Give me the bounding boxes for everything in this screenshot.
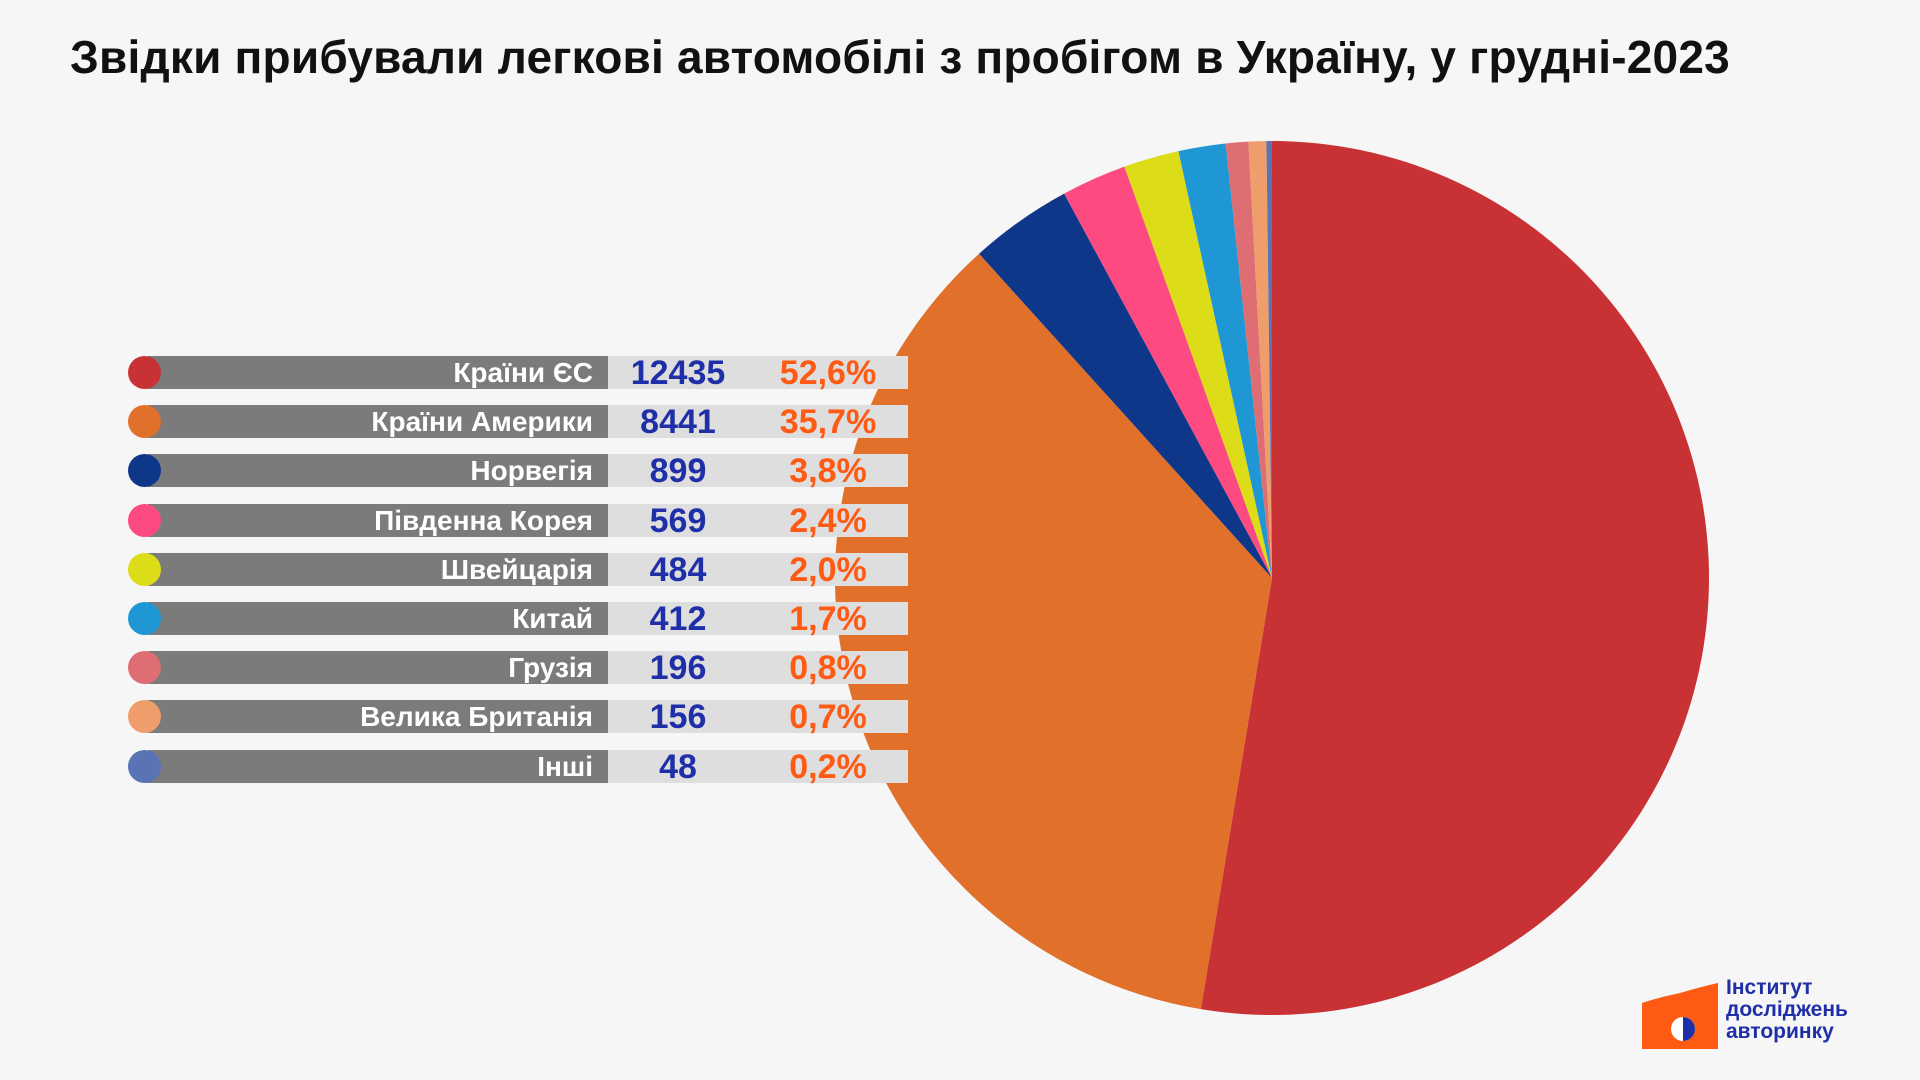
- legend-label: Велика Британія: [360, 701, 593, 733]
- logo-line-3: авторинку: [1726, 1020, 1834, 1043]
- legend-row: Китай 412 1,7%: [128, 600, 908, 638]
- legend-count: 48: [659, 747, 697, 786]
- legend-label: Швейцарія: [440, 553, 593, 585]
- legend-row: Південна Корея 569 2,4%: [128, 501, 908, 540]
- legend-color-dot: [128, 356, 161, 389]
- legend-percent: 2,0%: [789, 550, 867, 589]
- legend-row: Інші 48 0,2%: [128, 747, 908, 786]
- legend-label: Країни Америки: [371, 406, 593, 438]
- legend-count: 412: [649, 600, 707, 638]
- legend-label-background: [148, 602, 608, 635]
- legend-label-background: [148, 503, 608, 537]
- legend-label: Грузія: [508, 652, 593, 684]
- legend-row: Велика Британія 156 0,7%: [128, 698, 908, 737]
- logo-line-1: Інститут: [1726, 976, 1813, 999]
- legend-percent: 52,6%: [779, 354, 877, 392]
- legend-color-dot: [128, 700, 161, 734]
- legend-label-background: [148, 749, 608, 783]
- legend-label-background: [148, 552, 608, 586]
- legend-label-background: [148, 454, 608, 488]
- legend-label-background: [148, 405, 608, 439]
- legend-row: Грузія 196 0,8%: [128, 649, 908, 688]
- legend-color-dot: [128, 651, 161, 685]
- legend-percent: 0,2%: [789, 747, 867, 786]
- legend-count: 569: [649, 501, 707, 540]
- legend-label: Інші: [537, 750, 593, 782]
- legend-label-background: [148, 700, 608, 734]
- legend-color-dot: [128, 405, 161, 439]
- flag-logo-icon: [1642, 983, 1718, 1049]
- legend-count: 156: [649, 698, 707, 737]
- legend-percent: 2,4%: [789, 501, 867, 540]
- legend-row: Країни ЄС 12435 52,6%: [128, 354, 908, 392]
- logo-text: Інститут досліджень авторинку: [1726, 977, 1848, 1043]
- legend-count: 484: [649, 550, 707, 589]
- legend-label: Китай: [512, 603, 593, 634]
- legend-count: 196: [649, 649, 707, 688]
- legend-color-dot: [128, 503, 161, 537]
- legend-percent: 0,7%: [789, 698, 867, 737]
- legend-color-dot: [128, 454, 161, 488]
- legend-percent: 35,7%: [779, 403, 877, 442]
- pie-slice-3: [1064, 166, 1272, 579]
- pie-slice-8: [1266, 141, 1272, 578]
- legend-color-dot: [128, 552, 161, 586]
- chart-title: Звідки прибували легкові автомобілі з пр…: [70, 31, 1730, 83]
- legend-color-dot: [128, 602, 161, 635]
- legend-count: 899: [649, 452, 707, 491]
- pie-slice-4: [1124, 151, 1272, 578]
- legend-row: Країни Америки 8441 35,7%: [128, 403, 908, 442]
- legend-label-background: [148, 651, 608, 685]
- legend-percent: 0,8%: [789, 649, 867, 688]
- legend-label: Норвегія: [470, 455, 593, 487]
- logo-line-2: досліджень: [1726, 998, 1848, 1021]
- legend-color-dot: [128, 749, 161, 783]
- pie-slice-7: [1248, 141, 1272, 578]
- pie-slice-2: [979, 193, 1272, 578]
- institute-logo: Інститут досліджень авторинку: [1640, 975, 1900, 1055]
- pie-slice-0: [1200, 140, 1710, 1016]
- legend-row: Швейцарія 484 2,0%: [128, 550, 908, 589]
- legend-label: Південна Корея: [374, 504, 593, 536]
- pie-slice-1: [834, 253, 1272, 1010]
- pie-slice-6: [1225, 141, 1272, 578]
- legend-count: 12435: [630, 354, 726, 392]
- legend-row: Норвегія 899 3,8%: [128, 452, 908, 491]
- legend-count: 8441: [640, 403, 716, 442]
- legend-percent: 3,8%: [789, 452, 867, 491]
- pie-slices: [834, 140, 1710, 1016]
- legend-percent: 1,7%: [789, 600, 867, 638]
- legend-label: Країни ЄС: [453, 357, 593, 388]
- legend-label-background: [148, 356, 608, 389]
- pie-slice-5: [1178, 143, 1272, 578]
